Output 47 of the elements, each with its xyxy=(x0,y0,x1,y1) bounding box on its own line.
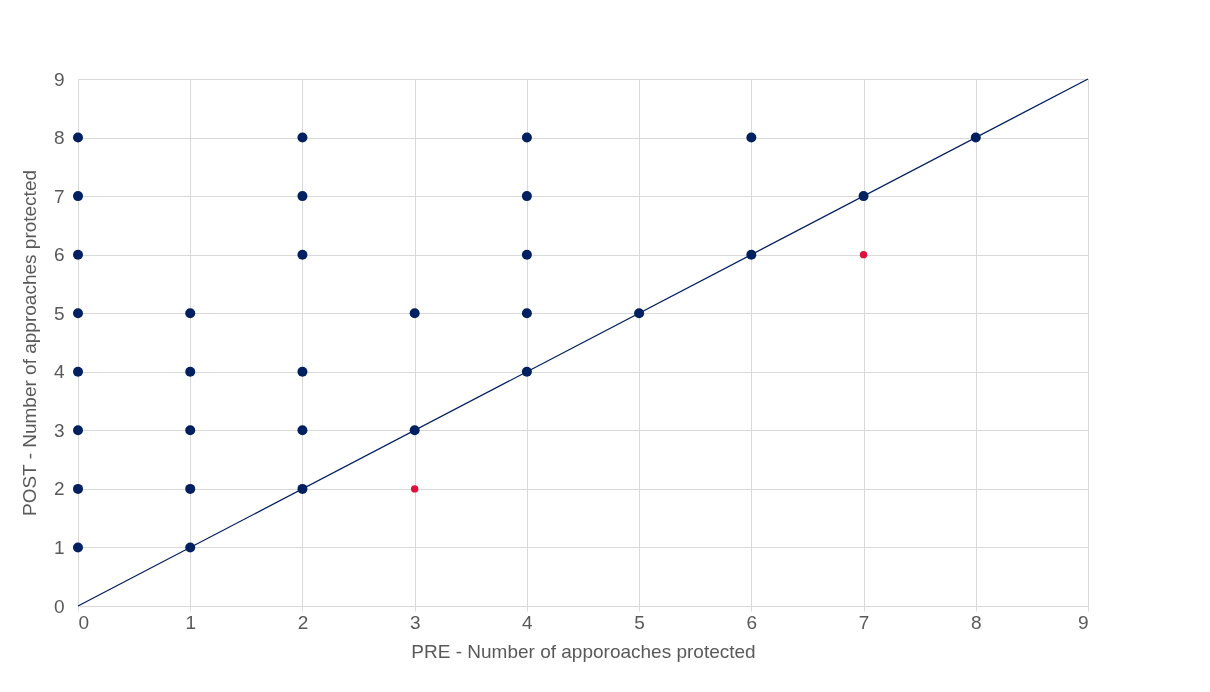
point xyxy=(73,132,83,143)
y-tick-label: 3 xyxy=(53,419,65,441)
point xyxy=(73,483,83,494)
point xyxy=(746,132,757,143)
x-tick-label: 6 xyxy=(746,611,758,633)
x-tick-label: 4 xyxy=(522,611,534,633)
y-tick-label: 5 xyxy=(53,302,65,324)
x-tick-label: 0 xyxy=(78,611,90,633)
y-axis-title: POST - Number of approaches protected xyxy=(18,169,40,517)
point xyxy=(859,250,868,259)
point xyxy=(73,366,83,377)
point xyxy=(185,425,196,436)
point xyxy=(297,366,308,377)
x-tick-label: 8 xyxy=(970,611,982,633)
y-tick-label: 8 xyxy=(53,127,65,149)
x-tick-label: 5 xyxy=(634,611,645,633)
y-tick-label: 0 xyxy=(53,595,65,617)
x-tick-label: 3 xyxy=(409,611,421,633)
point xyxy=(521,191,532,202)
point xyxy=(185,366,196,377)
point xyxy=(409,308,420,319)
point xyxy=(73,249,83,260)
y-tick-label: 7 xyxy=(53,185,65,207)
point xyxy=(521,249,532,260)
point xyxy=(73,191,83,202)
point xyxy=(297,425,308,436)
y-tick-label: 6 xyxy=(53,244,65,266)
y-tick-label: 2 xyxy=(53,478,65,500)
point xyxy=(185,308,196,319)
x-tick-label: 7 xyxy=(858,611,870,633)
x-tick-label: 9 xyxy=(1077,611,1089,633)
point xyxy=(297,249,308,260)
point xyxy=(73,425,83,436)
y-tick-label: 4 xyxy=(53,361,65,383)
point xyxy=(521,132,532,143)
y-tick-label: 9 xyxy=(53,68,65,90)
x-tick-label: 2 xyxy=(297,611,309,633)
point xyxy=(297,191,308,202)
point xyxy=(185,483,196,494)
point xyxy=(297,132,308,143)
y-tick-label: 1 xyxy=(53,536,65,558)
x-tick-label: 1 xyxy=(185,611,197,633)
x-axis-title: PRE - Number of apporoaches protected xyxy=(411,640,756,662)
point xyxy=(521,308,532,319)
point xyxy=(410,485,419,493)
point xyxy=(73,542,83,553)
point xyxy=(73,308,83,319)
